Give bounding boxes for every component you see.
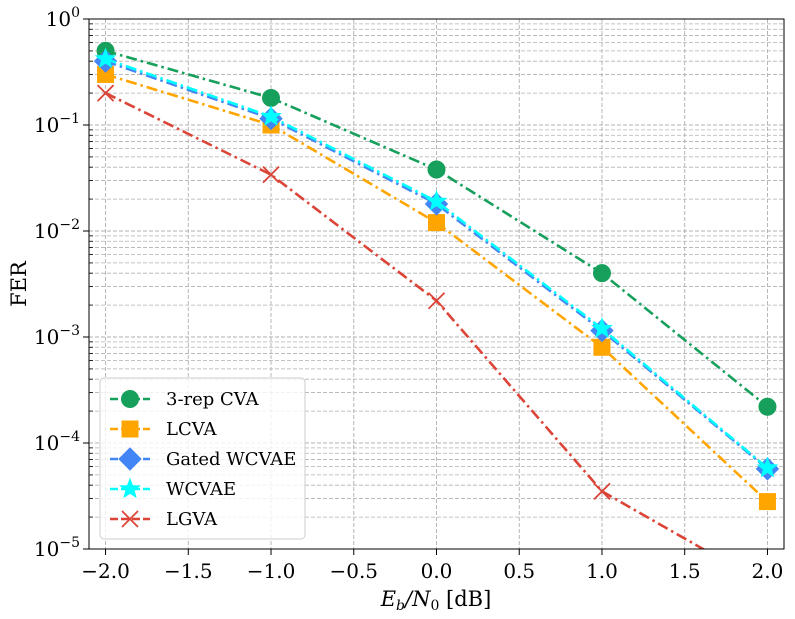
- y-tick-label: 10−3: [34, 323, 80, 349]
- data-point: [591, 317, 613, 338]
- legend-marker: [118, 447, 142, 471]
- x-tick-label: −2.0: [81, 559, 130, 583]
- legend-marker: [119, 477, 141, 499]
- legend-entry: Gated WCVAE: [110, 447, 296, 471]
- legend: 3-rep CVA LCVA Gated WCVAE WCVAE LGVA: [99, 377, 306, 540]
- data-point: [756, 456, 779, 478]
- x-tick-label: −1.5: [164, 559, 213, 583]
- series-lgva: [96, 84, 706, 549]
- series-wcvae: [94, 47, 779, 478]
- series-lcva: [97, 65, 776, 511]
- legend-label: Gated WCVAE: [166, 449, 296, 470]
- legend-label: 3-rep CVA: [166, 389, 260, 410]
- x-tick-label: 1.5: [669, 559, 701, 583]
- axis-ticks: [83, 18, 768, 555]
- data-point: [425, 190, 448, 211]
- data-point: [427, 292, 446, 310]
- marker-x-stroke: [427, 292, 446, 310]
- legend-marker: [121, 510, 139, 528]
- data-point: [592, 264, 611, 283]
- data-point: [428, 214, 445, 232]
- data-point: [593, 482, 611, 500]
- legend-box: [99, 377, 306, 540]
- marker-x-stroke: [96, 84, 115, 102]
- marker-x-stroke: [121, 510, 139, 528]
- y-tick-label: 10−1: [34, 111, 80, 137]
- x-tick-label: 0.5: [503, 559, 535, 583]
- legend-entry: LGVA: [110, 509, 218, 530]
- x-axis-label: Eb/N0 [dB]: [380, 587, 492, 614]
- data-point: [758, 397, 777, 416]
- data-point: [96, 84, 115, 102]
- marker-x-stroke: [262, 166, 280, 184]
- x-tick-label: 2.0: [752, 559, 784, 583]
- data-point: [94, 47, 117, 69]
- y-tick-label: 10−4: [34, 429, 80, 455]
- data-point: [427, 160, 446, 179]
- legend-entry: 3-rep CVA: [110, 389, 260, 410]
- legend-marker: [121, 390, 139, 408]
- x-tick-label: −0.5: [329, 559, 378, 583]
- x-tick-label: 1.0: [586, 559, 618, 583]
- marker-x-stroke: [593, 482, 611, 500]
- legend-label: WCVAE: [166, 479, 236, 500]
- legend-entry: LCVA: [110, 419, 218, 440]
- y-tick-label: 10−2: [34, 217, 80, 243]
- legend-label: LGVA: [166, 509, 218, 530]
- legend-marker: [121, 420, 139, 438]
- data-point: [262, 166, 280, 184]
- legend-entry: WCVAE: [110, 477, 236, 500]
- series-line: [105, 73, 769, 503]
- legend-label: LCVA: [166, 419, 218, 440]
- y-axis-label: FER: [7, 260, 31, 307]
- data-point: [262, 88, 281, 107]
- data-point: [758, 493, 776, 511]
- y-tick-label: 10−5: [34, 535, 80, 561]
- tick-labels: −2.0 −1.5 −1.0 −0.5 0.0 0.5 1.0 1.5 2.0 10−5 10−4 1…: [34, 5, 783, 583]
- data-point: [260, 105, 282, 126]
- y-tick-label: 100: [46, 5, 80, 31]
- x-tick-label: 0.0: [421, 559, 453, 583]
- series-layer: [93, 41, 780, 549]
- x-tick-label: −1.0: [247, 559, 296, 583]
